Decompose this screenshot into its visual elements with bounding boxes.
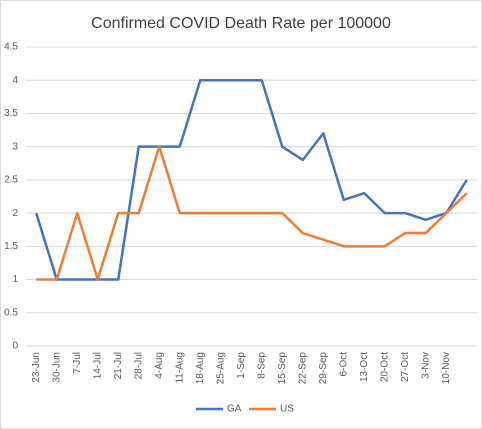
x-tick-label: 18-Aug: [195, 352, 206, 384]
y-tick-label: 2.5: [4, 175, 18, 186]
line-series: [36, 145, 468, 281]
x-tick-label: 3-Nov: [420, 352, 431, 379]
x-tick-label: 23-Jun: [31, 352, 42, 383]
legend-label: GA: [227, 404, 242, 415]
x-tick-label: 27-Oct: [400, 352, 411, 382]
y-tick-label: 3.5: [4, 108, 18, 119]
y-tick-label: 1: [12, 274, 18, 285]
x-tick-label: 7-Jul: [72, 352, 83, 374]
y-tick-label: 3: [12, 141, 18, 152]
x-tick-label: 1-Sep: [236, 352, 247, 379]
x-tick-label: 20-Oct: [379, 352, 390, 382]
x-tick-label: 8-Sep: [256, 352, 267, 379]
x-tick-label: 25-Aug: [215, 352, 226, 384]
y-tick-label: 0: [12, 341, 18, 352]
x-tick-label: 21-Jul: [113, 352, 124, 379]
y-tick-label: 0.5: [4, 307, 18, 318]
line-series: [35, 78, 468, 281]
x-tick-label: 6-Oct: [338, 352, 349, 377]
x-tick-label: 30-Jun: [51, 352, 62, 383]
legend-label: US: [280, 404, 294, 415]
x-tick-label: 29-Sep: [318, 352, 329, 385]
x-tick-label: 22-Sep: [297, 352, 308, 385]
x-tick-label: 15-Sep: [277, 352, 288, 385]
y-tick-label: 4: [12, 75, 18, 86]
x-tick-label: 13-Oct: [359, 352, 370, 382]
x-tick-label: 28-Jul: [133, 352, 144, 379]
y-tick-label: 1.5: [4, 241, 18, 252]
x-tick-label: 11-Aug: [174, 352, 185, 384]
x-tick-label: 4-Aug: [154, 352, 165, 379]
x-tick-label: 10-Nov: [441, 352, 452, 384]
x-tick-label: 14-Jul: [92, 352, 103, 379]
y-tick-label: 4.5: [4, 42, 18, 53]
y-tick-label: 2: [12, 208, 18, 219]
chart-title: Confirmed COVID Death Rate per 100000: [91, 15, 391, 32]
